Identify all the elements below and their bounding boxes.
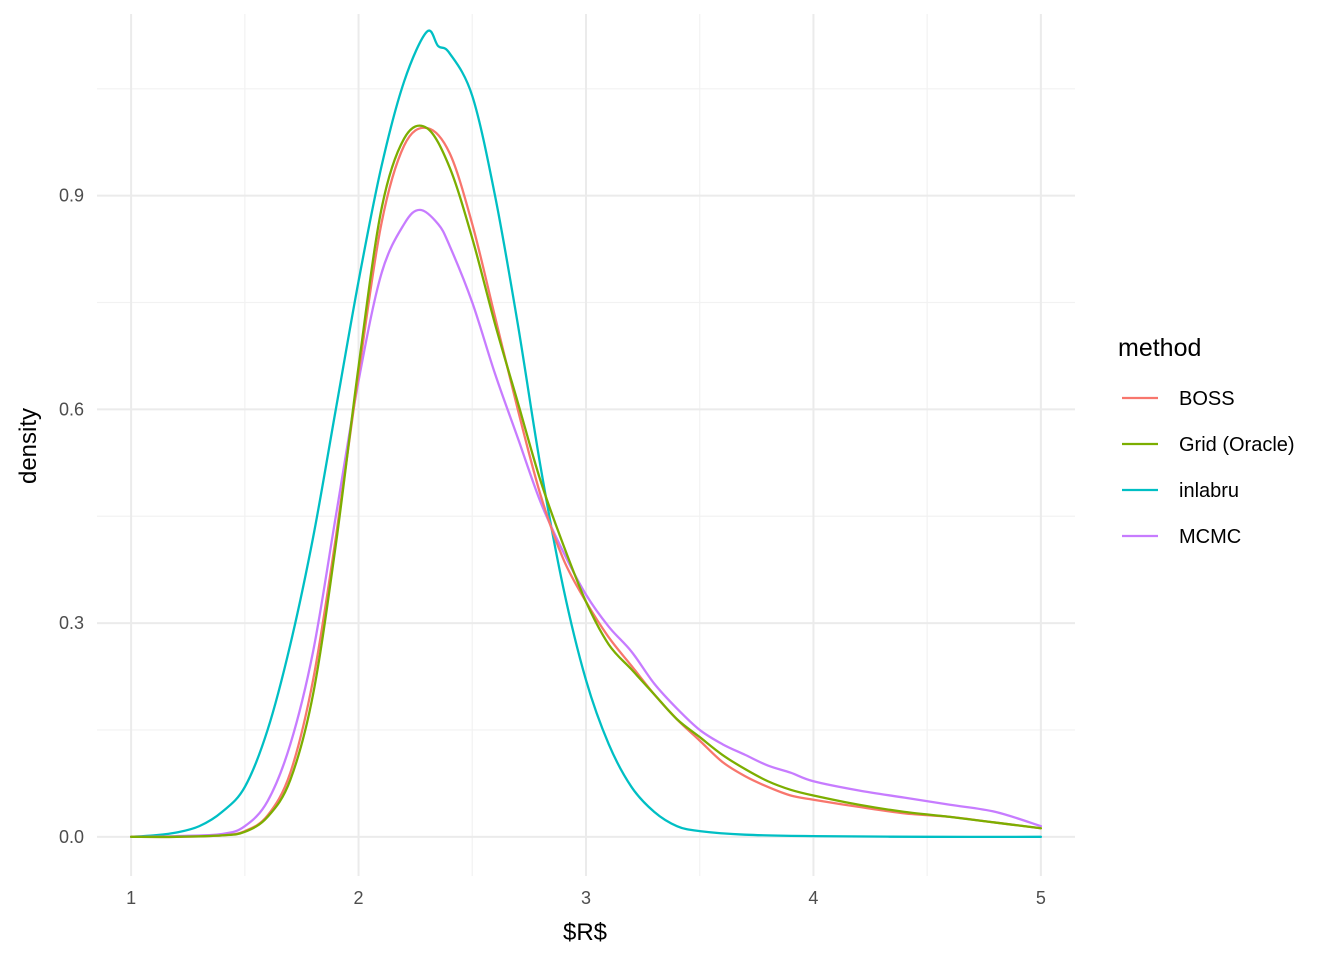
series-line-boss bbox=[129, 126, 1043, 839]
y-axis-tick-labels: 0.0 0.3 0.6 0.9 bbox=[59, 186, 84, 847]
y-axis-title: density bbox=[15, 408, 42, 484]
y-tick-label: 0.0 bbox=[59, 827, 84, 847]
x-tick-label: 3 bbox=[581, 888, 591, 908]
x-tick-label: 5 bbox=[1036, 888, 1046, 908]
y-tick-label: 0.9 bbox=[59, 186, 84, 206]
x-tick-label: 1 bbox=[126, 888, 136, 908]
legend-label-inlabru: inlabru bbox=[1179, 480, 1239, 502]
legend-label-boss: BOSS bbox=[1179, 388, 1235, 410]
series-line-grid-oracle bbox=[129, 124, 1043, 839]
legend-items: BOSS Grid (Oracle) inlabru MCMC bbox=[1122, 388, 1295, 548]
series-line-mcmc bbox=[129, 208, 1043, 838]
legend-title: method bbox=[1118, 334, 1201, 362]
legend-label-grid-oracle: Grid (Oracle) bbox=[1179, 434, 1295, 456]
y-tick-label: 0.3 bbox=[59, 613, 84, 633]
x-axis-title: $R$ bbox=[563, 919, 607, 946]
series-line-inlabru bbox=[129, 29, 1043, 839]
series-lines bbox=[129, 29, 1043, 839]
legend: method BOSS Grid (Oracle) inlabru MCMC bbox=[1118, 334, 1295, 548]
x-tick-label: 4 bbox=[808, 888, 818, 908]
x-axis-tick-labels: 1 2 3 4 5 bbox=[126, 888, 1046, 908]
major-gridlines bbox=[97, 14, 1075, 876]
legend-label-mcmc: MCMC bbox=[1179, 526, 1241, 548]
x-tick-label: 2 bbox=[354, 888, 364, 908]
y-tick-label: 0.6 bbox=[59, 399, 84, 419]
